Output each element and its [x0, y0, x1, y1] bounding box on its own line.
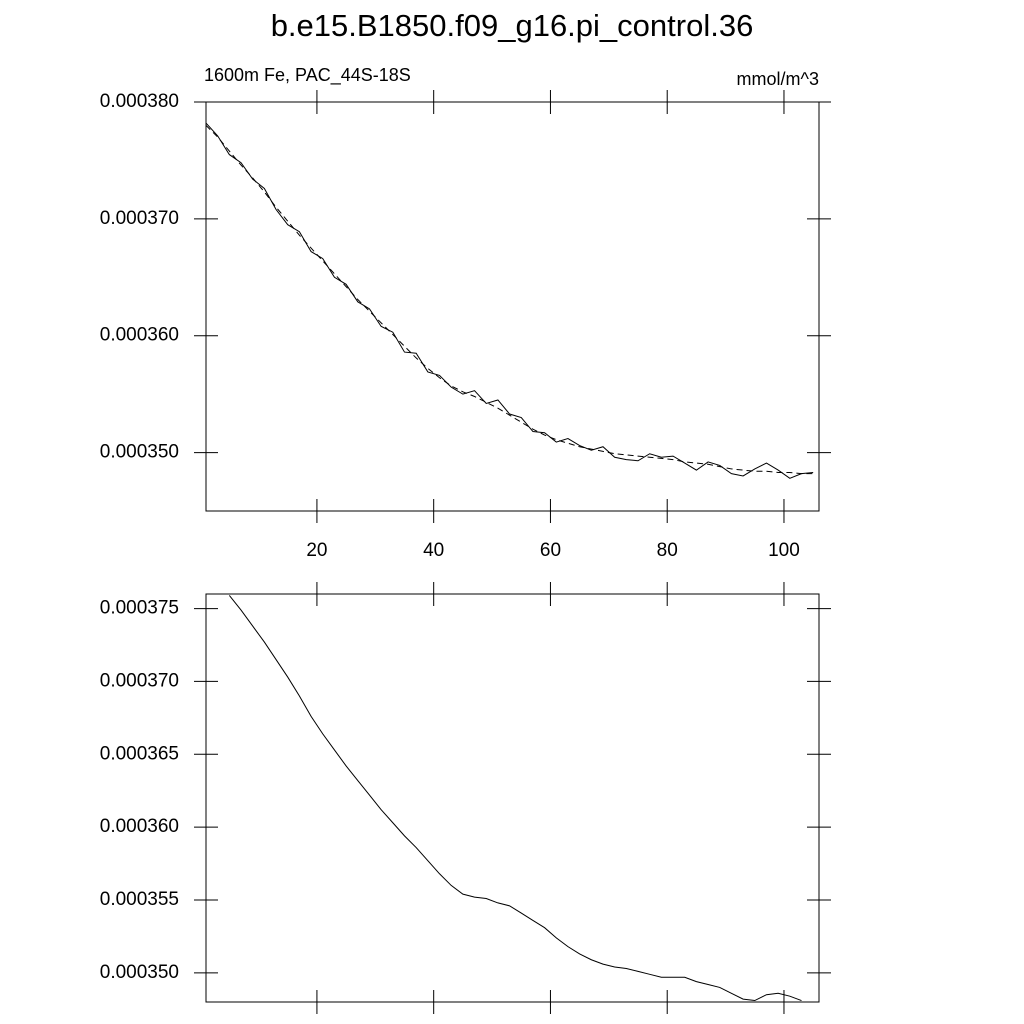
y-tick-label: 0.000350	[100, 442, 179, 463]
y-tick-label: 0.000370	[100, 670, 179, 691]
plot-frame	[205, 101, 820, 512]
data-line	[206, 122, 814, 479]
x-tick-label: 60	[540, 540, 561, 561]
y-tick-label: 0.000350	[100, 962, 179, 983]
y-tick-label: 0.000360	[100, 325, 179, 346]
y-tick-label: 0.000365	[100, 743, 179, 764]
plot-frame	[205, 593, 820, 1003]
y-tick-label: 0.000355	[100, 889, 179, 910]
data-line	[228, 595, 802, 1002]
figure-title: b.e15.B1850.f09_g16.pi_control.36	[271, 8, 754, 43]
y-tick-label: 0.000370	[100, 208, 179, 229]
x-tick-label: 40	[423, 540, 444, 561]
x-tick-label: 80	[657, 540, 678, 561]
y-tick-label: 0.000360	[100, 816, 179, 837]
subtitle-right: mmol/m^3	[737, 69, 819, 89]
y-tick-label: 0.000380	[100, 91, 179, 112]
y-tick-label: 0.000375	[100, 598, 179, 619]
x-tick-label: 100	[768, 540, 800, 561]
x-tick-label: 20	[306, 540, 327, 561]
data-line	[206, 125, 814, 475]
subtitle-left: 1600m Fe, PAC_44S-18S	[204, 65, 411, 86]
